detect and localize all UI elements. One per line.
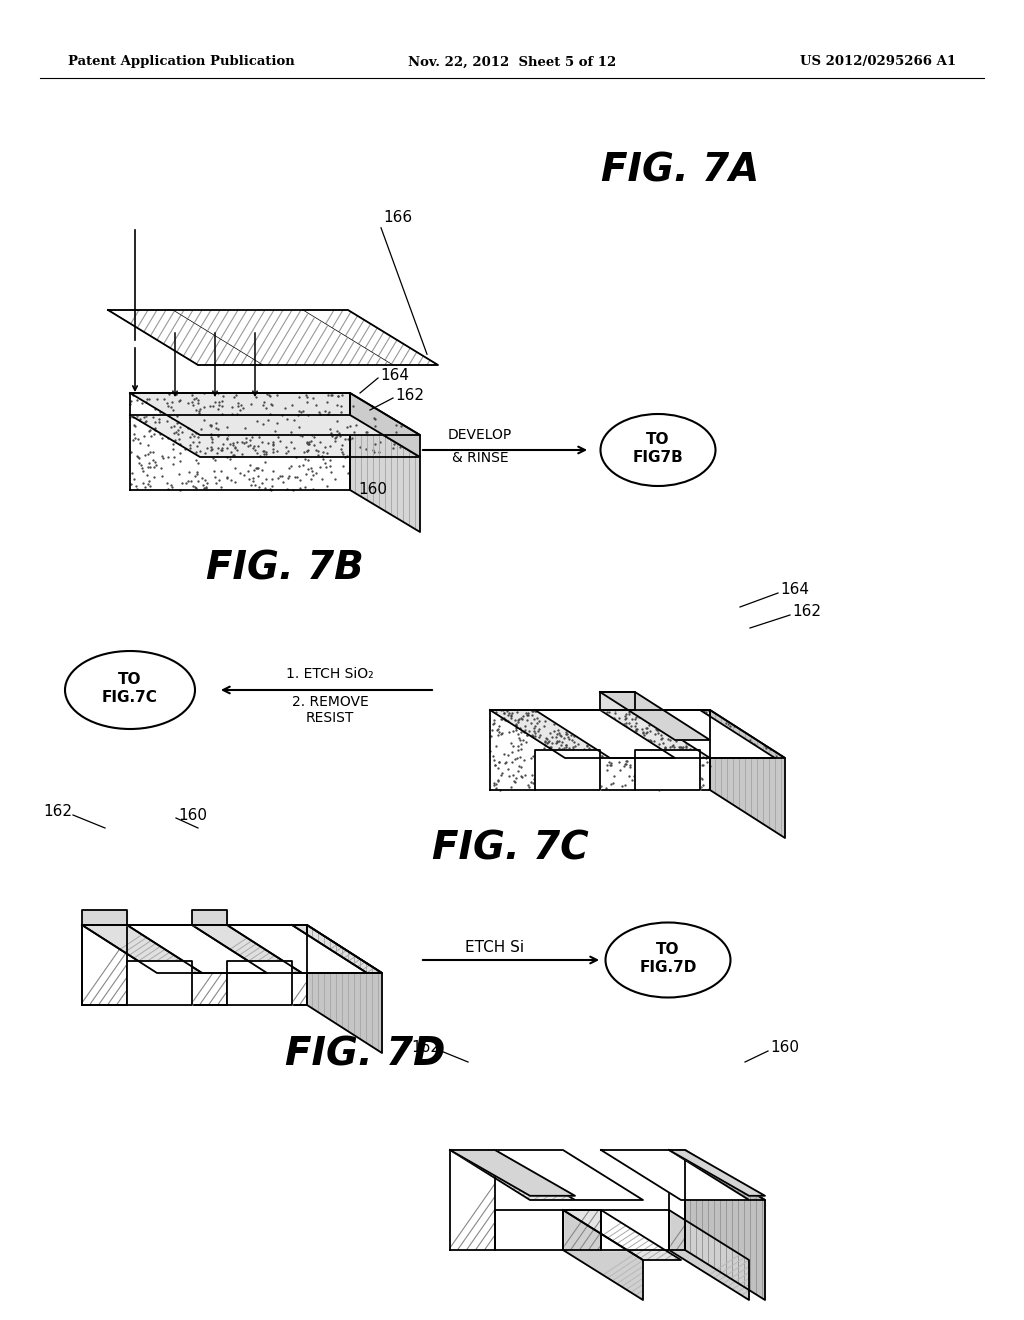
Polygon shape bbox=[710, 710, 785, 838]
Text: 1. ETCH SiO₂: 1. ETCH SiO₂ bbox=[286, 667, 374, 681]
Polygon shape bbox=[490, 710, 710, 789]
Text: 162: 162 bbox=[43, 804, 72, 820]
Text: 160: 160 bbox=[770, 1040, 799, 1056]
Text: FIG.7C: FIG.7C bbox=[102, 690, 158, 705]
Polygon shape bbox=[669, 1150, 765, 1196]
Text: FIG.7D: FIG.7D bbox=[639, 961, 696, 975]
Text: TO: TO bbox=[118, 672, 141, 688]
Polygon shape bbox=[601, 1210, 669, 1250]
Text: RESIST: RESIST bbox=[306, 711, 354, 725]
Text: FIG. 7C: FIG. 7C bbox=[432, 829, 589, 867]
Text: Nov. 22, 2012  Sheet 5 of 12: Nov. 22, 2012 Sheet 5 of 12 bbox=[408, 55, 616, 69]
Polygon shape bbox=[130, 414, 350, 490]
Polygon shape bbox=[563, 1210, 643, 1300]
Polygon shape bbox=[82, 925, 382, 973]
Text: 164: 164 bbox=[780, 582, 809, 598]
Polygon shape bbox=[450, 1150, 575, 1196]
Text: 162: 162 bbox=[411, 1040, 440, 1056]
Polygon shape bbox=[495, 1210, 563, 1250]
Polygon shape bbox=[292, 925, 382, 973]
Polygon shape bbox=[669, 1150, 765, 1200]
Text: 160: 160 bbox=[178, 808, 207, 822]
Text: & RINSE: & RINSE bbox=[452, 451, 508, 465]
Text: 162: 162 bbox=[792, 605, 821, 619]
Polygon shape bbox=[350, 414, 420, 532]
Polygon shape bbox=[635, 710, 775, 758]
Polygon shape bbox=[635, 750, 700, 789]
Polygon shape bbox=[82, 925, 127, 1005]
Polygon shape bbox=[193, 961, 227, 1005]
Polygon shape bbox=[227, 961, 292, 1005]
Text: TO: TO bbox=[656, 942, 680, 957]
Text: US 2012/0295266 A1: US 2012/0295266 A1 bbox=[800, 55, 956, 69]
Polygon shape bbox=[130, 393, 420, 436]
Polygon shape bbox=[669, 1150, 685, 1250]
Polygon shape bbox=[108, 310, 438, 366]
Polygon shape bbox=[600, 692, 710, 741]
Text: FIG. 7B: FIG. 7B bbox=[206, 549, 364, 587]
Polygon shape bbox=[193, 925, 302, 973]
Polygon shape bbox=[82, 925, 307, 1005]
Text: 162: 162 bbox=[395, 388, 424, 403]
Polygon shape bbox=[535, 710, 675, 758]
Ellipse shape bbox=[65, 651, 195, 729]
Polygon shape bbox=[685, 1150, 765, 1300]
Polygon shape bbox=[292, 925, 307, 1005]
Polygon shape bbox=[450, 1150, 495, 1250]
Text: TO: TO bbox=[646, 433, 670, 447]
Text: 164: 164 bbox=[380, 367, 409, 383]
Polygon shape bbox=[227, 925, 367, 973]
Polygon shape bbox=[601, 1150, 749, 1200]
Polygon shape bbox=[450, 1150, 575, 1200]
Ellipse shape bbox=[605, 923, 730, 998]
Polygon shape bbox=[535, 750, 600, 789]
Text: 166: 166 bbox=[383, 210, 412, 226]
Text: Patent Application Publication: Patent Application Publication bbox=[68, 55, 295, 69]
Text: FIG. 7D: FIG. 7D bbox=[285, 1036, 445, 1074]
Polygon shape bbox=[669, 1210, 749, 1300]
Polygon shape bbox=[108, 310, 263, 366]
Polygon shape bbox=[193, 909, 227, 925]
Polygon shape bbox=[130, 393, 350, 414]
Polygon shape bbox=[600, 692, 635, 710]
Polygon shape bbox=[130, 414, 420, 457]
Polygon shape bbox=[350, 393, 420, 457]
Polygon shape bbox=[303, 310, 438, 366]
Text: ETCH Si: ETCH Si bbox=[466, 940, 524, 956]
Polygon shape bbox=[127, 961, 193, 1005]
Polygon shape bbox=[82, 925, 202, 973]
Polygon shape bbox=[82, 909, 127, 925]
Polygon shape bbox=[307, 925, 382, 1053]
Text: FIG7B: FIG7B bbox=[633, 450, 683, 466]
Polygon shape bbox=[563, 1210, 681, 1261]
Text: DEVELOP: DEVELOP bbox=[447, 428, 512, 442]
Text: 160: 160 bbox=[358, 483, 387, 498]
Text: 2. REMOVE: 2. REMOVE bbox=[292, 696, 369, 709]
Polygon shape bbox=[490, 710, 785, 758]
Polygon shape bbox=[127, 925, 267, 973]
Polygon shape bbox=[495, 1150, 643, 1200]
Polygon shape bbox=[563, 1210, 601, 1250]
Text: FIG. 7A: FIG. 7A bbox=[601, 150, 759, 189]
Ellipse shape bbox=[600, 414, 716, 486]
